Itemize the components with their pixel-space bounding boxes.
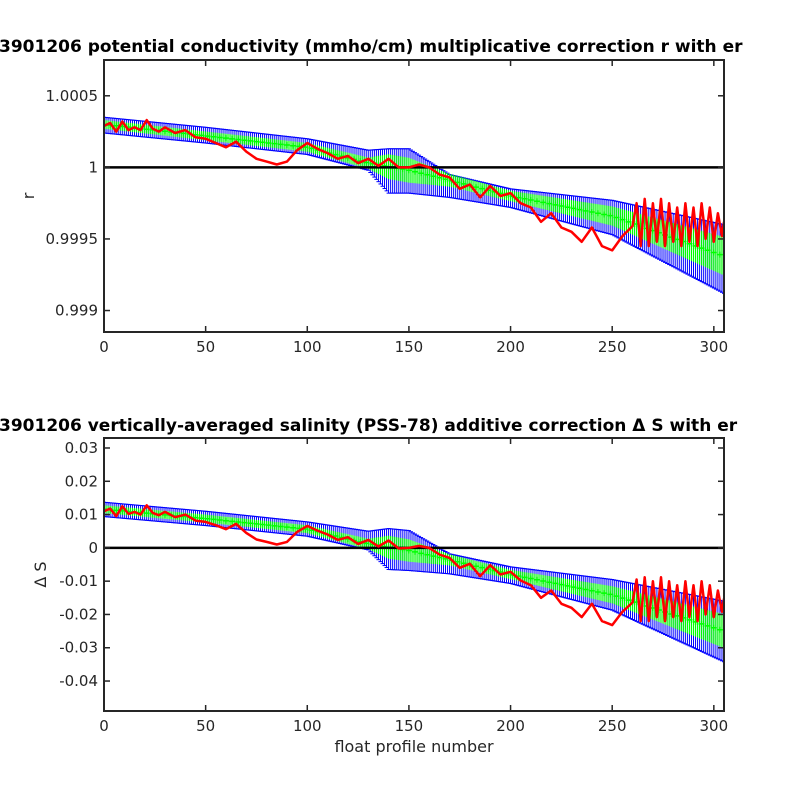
plot-area [104,501,724,663]
x-tick-label: 300 [700,338,729,356]
chart-title: 3901206 vertically-averaged salinity (PS… [0,416,738,436]
x-axis-label: float profile number [334,737,494,756]
chart-2: 3901206 vertically-averaged salinity (PS… [0,416,738,756]
x-tick-label: 200 [496,717,525,735]
x-tick-label: 150 [395,338,424,356]
axes-frame [103,437,725,712]
y-tick-label: 0.03 [65,439,98,457]
x-tick-label: 50 [196,717,215,735]
y-tick-label: 0.999 [55,302,98,320]
x-tick-label: 50 [196,338,215,356]
x-tick-label: 100 [293,338,322,356]
x-tick-label: 200 [496,338,525,356]
x-tick-label: 100 [293,717,322,735]
y-tick-label: -0.03 [59,639,98,657]
x-tick-label: 250 [598,717,627,735]
chart-title: 3901206 potential conductivity (mmho/cm)… [0,37,743,57]
x-tick-label: 300 [700,717,729,735]
y-tick-label: 1.0005 [46,87,99,105]
axes-frame [103,59,725,333]
plot-area [104,116,724,294]
profile-line [104,118,724,252]
y-tick-label: 1 [88,158,98,176]
y-tick-label: 0 [88,539,98,557]
chart-1: 3901206 potential conductivity (mmho/cm)… [0,37,743,356]
y-axis-label: Δ S [31,561,50,587]
x-tick-label: 150 [395,717,424,735]
y-tick-label: -0.01 [59,572,98,590]
y-tick-label: -0.02 [59,605,98,623]
y-tick-label: 0.01 [65,506,98,524]
y-axis-label: r [19,192,38,199]
x-tick-label: 0 [99,338,109,356]
x-tick-label: 0 [99,717,109,735]
profile-line [104,504,724,627]
x-tick-label: 250 [598,338,627,356]
y-tick-label: 0.9995 [46,230,99,248]
y-tick-label: 0.02 [65,472,98,490]
y-tick-label: -0.04 [59,672,98,690]
